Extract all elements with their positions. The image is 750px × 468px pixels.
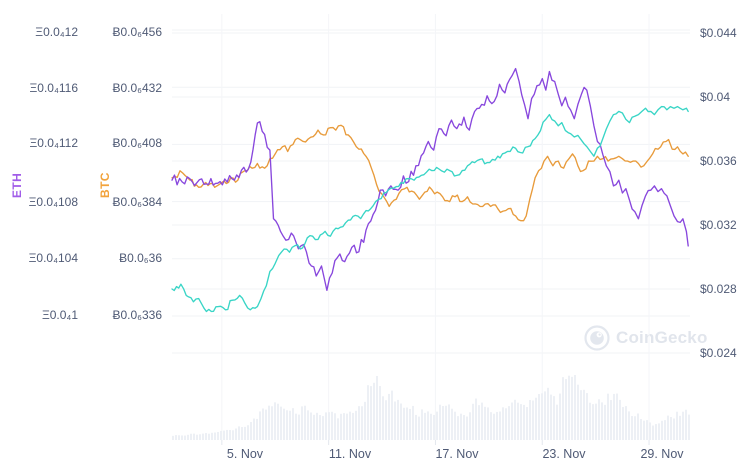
btc-axis-tick: Ƀ0.0₆408 xyxy=(112,136,162,150)
coingecko-logo-icon xyxy=(584,325,610,351)
usd-axis-tick: $0.044 xyxy=(700,26,737,40)
eth-axis-tick: Ξ0.0₄1 xyxy=(41,308,78,322)
usd-axis-tick: $0.036 xyxy=(700,154,737,168)
btc-axis-tick: Ƀ0.0₆36 xyxy=(119,251,162,265)
btc-axis-tick: Ƀ0.0₆336 xyxy=(112,308,162,322)
x-axis-tick: 29. Nov xyxy=(640,447,684,461)
btc-axis-tick: Ƀ0.0₆384 xyxy=(112,195,162,209)
eth-axis-tick: Ξ0.0₄104 xyxy=(28,251,78,265)
x-axis-tick: 5. Nov xyxy=(226,447,264,461)
eth-axis-tick: Ξ0.0₄112 xyxy=(29,136,78,150)
x-axis-tick: 23. Nov xyxy=(542,447,586,461)
usd-axis-tick: $0.024 xyxy=(700,346,737,360)
usd-axis-tick: $0.032 xyxy=(700,218,737,232)
eth-axis-tick: Ξ0.0₄108 xyxy=(28,195,78,209)
coingecko-watermark-label: CoinGecko xyxy=(616,328,708,347)
btc-axis-tick: Ƀ0.0₆432 xyxy=(112,81,162,95)
coingecko-watermark: CoinGecko xyxy=(584,325,708,351)
x-axis-tick: 17. Nov xyxy=(435,447,479,461)
eth-axis-tick: Ξ0.0₄116 xyxy=(29,81,78,95)
eth-axis-tick: Ξ0.0₄12 xyxy=(35,25,78,39)
x-axis-tick: 11. Nov xyxy=(328,447,372,461)
usd-axis-tick: $0.028 xyxy=(700,282,737,296)
btc-axis-tick: Ƀ0.0₆456 xyxy=(112,25,162,39)
usd-axis-tick: $0.04 xyxy=(700,90,731,104)
